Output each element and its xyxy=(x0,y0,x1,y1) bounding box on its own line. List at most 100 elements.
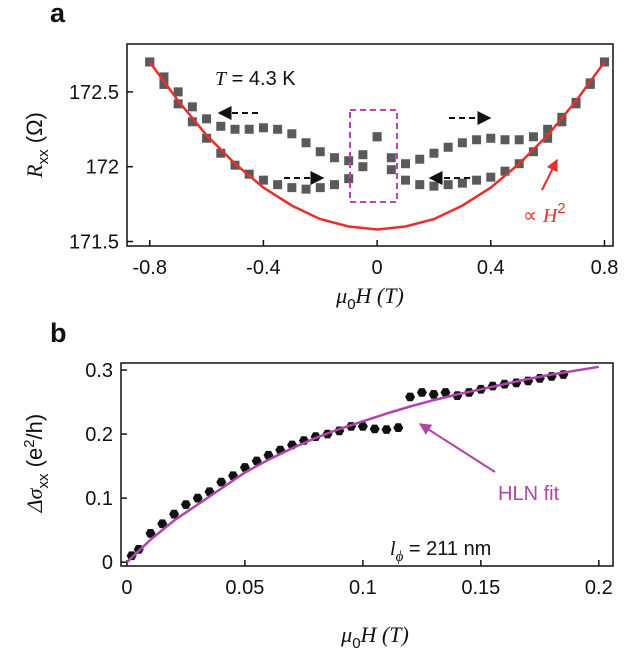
x-tick-label: 0.1 xyxy=(349,577,377,599)
data-point xyxy=(216,121,226,131)
plots: -0.8 -0.4 0 0.4 0.8 171.5 172 172.5 0 0.05 0.1 0.15… xyxy=(69,43,619,599)
data-point xyxy=(415,180,425,190)
data-point xyxy=(329,180,339,190)
data-point xyxy=(514,135,524,145)
panel-label: b xyxy=(50,318,67,348)
data-point xyxy=(500,135,510,145)
data-point xyxy=(251,456,262,466)
x-tick-label: 0.15 xyxy=(461,577,500,599)
data-point xyxy=(372,132,382,142)
data-point xyxy=(440,388,451,397)
data-point xyxy=(443,142,453,152)
data-point xyxy=(415,154,425,164)
data-point xyxy=(585,79,595,89)
data-point xyxy=(344,174,354,184)
y-tick-label: 172.5 xyxy=(69,82,119,104)
plot-frame xyxy=(120,362,614,567)
annotation: ∝ H2 xyxy=(523,200,566,227)
data-point xyxy=(393,423,404,432)
data-point xyxy=(273,180,283,190)
data-point xyxy=(273,124,283,134)
data-point xyxy=(472,175,482,185)
fit-line xyxy=(126,365,600,564)
data-point xyxy=(180,500,191,509)
pointer-arrow xyxy=(418,423,496,473)
x-tick-label: 0 xyxy=(121,577,132,599)
data-point xyxy=(429,181,439,191)
data-point xyxy=(192,493,203,503)
data-point xyxy=(315,183,325,193)
x-tick-label: -0.8 xyxy=(133,257,167,279)
data-point xyxy=(386,165,396,175)
data-point xyxy=(145,529,156,538)
data-point xyxy=(301,184,311,194)
annotation: T = 4.3 K xyxy=(215,68,296,90)
data-point xyxy=(145,57,155,67)
y-tick-label: 0.3 xyxy=(85,360,113,382)
data-point xyxy=(369,424,380,434)
y-axis-label: Rxx (Ω) xyxy=(22,112,52,179)
data-point xyxy=(301,138,311,148)
data-point xyxy=(258,175,268,185)
y-tick-label: 171.5 xyxy=(69,232,119,254)
data-point xyxy=(386,153,396,163)
data-point xyxy=(159,79,169,89)
data-point xyxy=(571,99,581,109)
data-point xyxy=(401,159,411,169)
data-point xyxy=(344,156,354,166)
y-axis-label: Δσxx (e2/h) xyxy=(21,414,52,513)
data-point xyxy=(357,422,368,431)
data-point xyxy=(216,148,226,158)
data-point xyxy=(429,148,439,158)
data-point xyxy=(287,183,297,193)
x-tick-label: 0 xyxy=(372,257,383,279)
data-point xyxy=(528,132,538,142)
panel-label: a xyxy=(50,0,66,28)
x-tick-label: 0.8 xyxy=(591,257,619,279)
data-point xyxy=(486,172,496,182)
data-point xyxy=(358,150,368,160)
data-point xyxy=(244,124,254,134)
data-point xyxy=(443,180,453,190)
data-point xyxy=(381,425,392,434)
data-point xyxy=(202,133,212,143)
data-point xyxy=(187,117,197,127)
data-point xyxy=(472,135,482,145)
y-tick-label: 0 xyxy=(102,552,113,574)
data-point xyxy=(159,72,169,82)
x-tick-label: 0.2 xyxy=(585,577,613,599)
x-axis-label: μ0H (T) xyxy=(340,622,409,652)
pointer-arrow xyxy=(541,158,558,191)
data-point xyxy=(543,124,553,134)
annotation: HLN fit xyxy=(498,483,560,505)
y-tick-label: 172 xyxy=(86,157,119,179)
data-point xyxy=(557,117,567,127)
x-tick-label: 0.05 xyxy=(225,577,264,599)
fit-line xyxy=(148,61,606,231)
y-tick-label: 0.2 xyxy=(85,424,113,446)
data-point xyxy=(416,388,427,397)
data-point xyxy=(599,57,609,67)
x-axis-label: μ0H (T) xyxy=(335,283,404,313)
data-point xyxy=(315,147,325,157)
data-point xyxy=(358,162,368,172)
y-tick-label: 0.1 xyxy=(85,488,113,510)
data-point xyxy=(428,390,439,399)
data-point xyxy=(126,551,137,561)
data-point xyxy=(157,519,168,529)
x-tick-label: 0.4 xyxy=(477,257,505,279)
plot-frame xyxy=(126,43,614,247)
data-point xyxy=(230,124,240,134)
data-point xyxy=(401,175,411,185)
data-point xyxy=(169,509,180,519)
data-point xyxy=(543,133,553,143)
data-point xyxy=(239,463,250,472)
data-point xyxy=(486,133,496,143)
data-point xyxy=(202,114,212,124)
data-point xyxy=(329,153,339,163)
data-point xyxy=(287,129,297,139)
x-tick-label: -0.4 xyxy=(246,257,280,279)
data-point xyxy=(528,147,538,157)
highlight-box xyxy=(349,109,398,203)
